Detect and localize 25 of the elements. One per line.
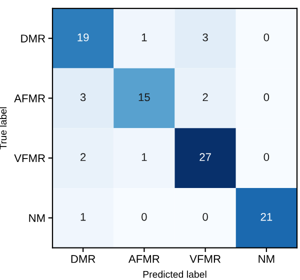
data-label: 3 bbox=[80, 93, 86, 102]
x-tick-label: DMR bbox=[71, 255, 96, 263]
x-tick-label: VFMR bbox=[190, 255, 221, 263]
x-tick-label: NM bbox=[258, 255, 274, 263]
data-label: 1 bbox=[142, 153, 147, 161]
y-tick-label: DMR bbox=[21, 34, 46, 42]
data-label: 1 bbox=[142, 34, 147, 42]
data-label: 21 bbox=[260, 212, 272, 221]
y-tick-label: VFMR bbox=[14, 154, 46, 162]
x-axis-title: Predicted label bbox=[143, 270, 206, 278]
y-tick-label: NM bbox=[29, 214, 45, 222]
data-label: 0 bbox=[264, 33, 270, 42]
data-label: 19 bbox=[78, 33, 89, 42]
y-tick-label: AFMR bbox=[14, 94, 46, 102]
data-label: 2 bbox=[80, 153, 86, 161]
data-label: 27 bbox=[200, 153, 211, 161]
data-label: 15 bbox=[138, 93, 150, 102]
data-label: 0 bbox=[142, 212, 147, 221]
data-label: 0 bbox=[202, 212, 208, 221]
data-label: 3 bbox=[202, 33, 208, 42]
data-label: 0 bbox=[264, 93, 270, 102]
x-tick-label: AFMR bbox=[128, 255, 160, 263]
data-label: 0 bbox=[264, 153, 270, 162]
data-label: 2 bbox=[202, 93, 208, 102]
data-label: 1 bbox=[80, 213, 86, 221]
